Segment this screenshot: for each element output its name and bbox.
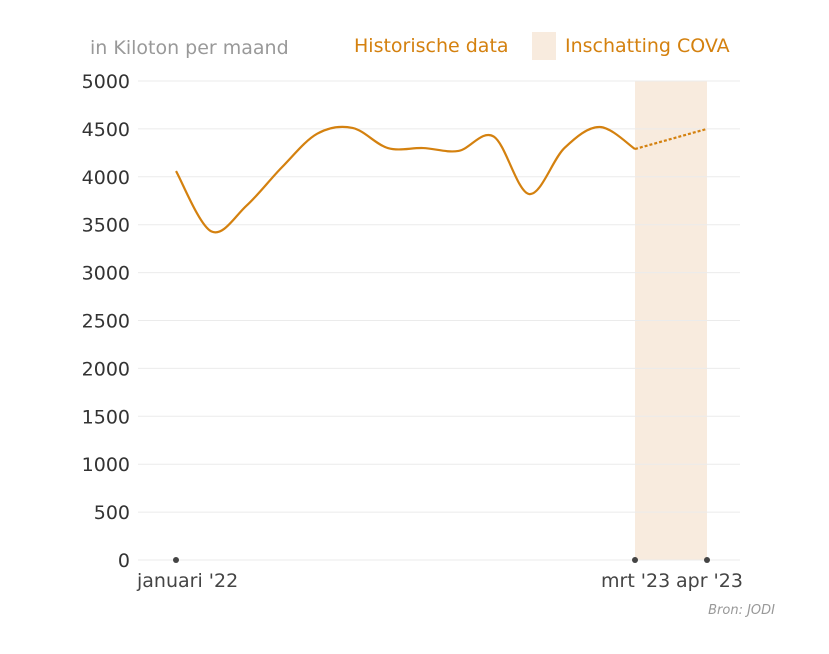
- legend-historical: Historische data: [354, 35, 509, 57]
- y-tick-label: 2000: [82, 358, 130, 380]
- y-tick-label: 5000: [82, 71, 130, 93]
- y-tick-label: 1500: [82, 406, 130, 428]
- legend-forecast: Inschatting COVA: [565, 35, 730, 57]
- x-tick-label-mar23: mrt '23: [601, 570, 670, 592]
- historical-line: [175, 125, 636, 234]
- y-tick-label: 2500: [82, 311, 130, 333]
- source-note: Bron: JODI: [708, 603, 775, 618]
- y-tick-label: 500: [94, 502, 130, 524]
- y-tick-label: 4000: [82, 167, 130, 189]
- forecast-line: [634, 127, 708, 151]
- y-tick-label: 3500: [82, 215, 130, 237]
- y-tick-label: 1000: [82, 454, 130, 476]
- y-axis-label: in Kiloton per maand: [90, 37, 289, 59]
- x-tick-label-apr23: apr '23: [676, 570, 743, 592]
- y-tick-label: 0: [118, 550, 130, 572]
- legend-forecast-swatch: [532, 32, 556, 60]
- y-tick-label: 4500: [82, 119, 130, 141]
- x-tick-dot: [704, 557, 710, 563]
- x-tick-label-jan22: januari '22: [136, 570, 238, 592]
- x-tick-dot: [632, 557, 638, 563]
- y-tick-label: 3000: [82, 263, 130, 285]
- x-tick-dot: [173, 557, 179, 563]
